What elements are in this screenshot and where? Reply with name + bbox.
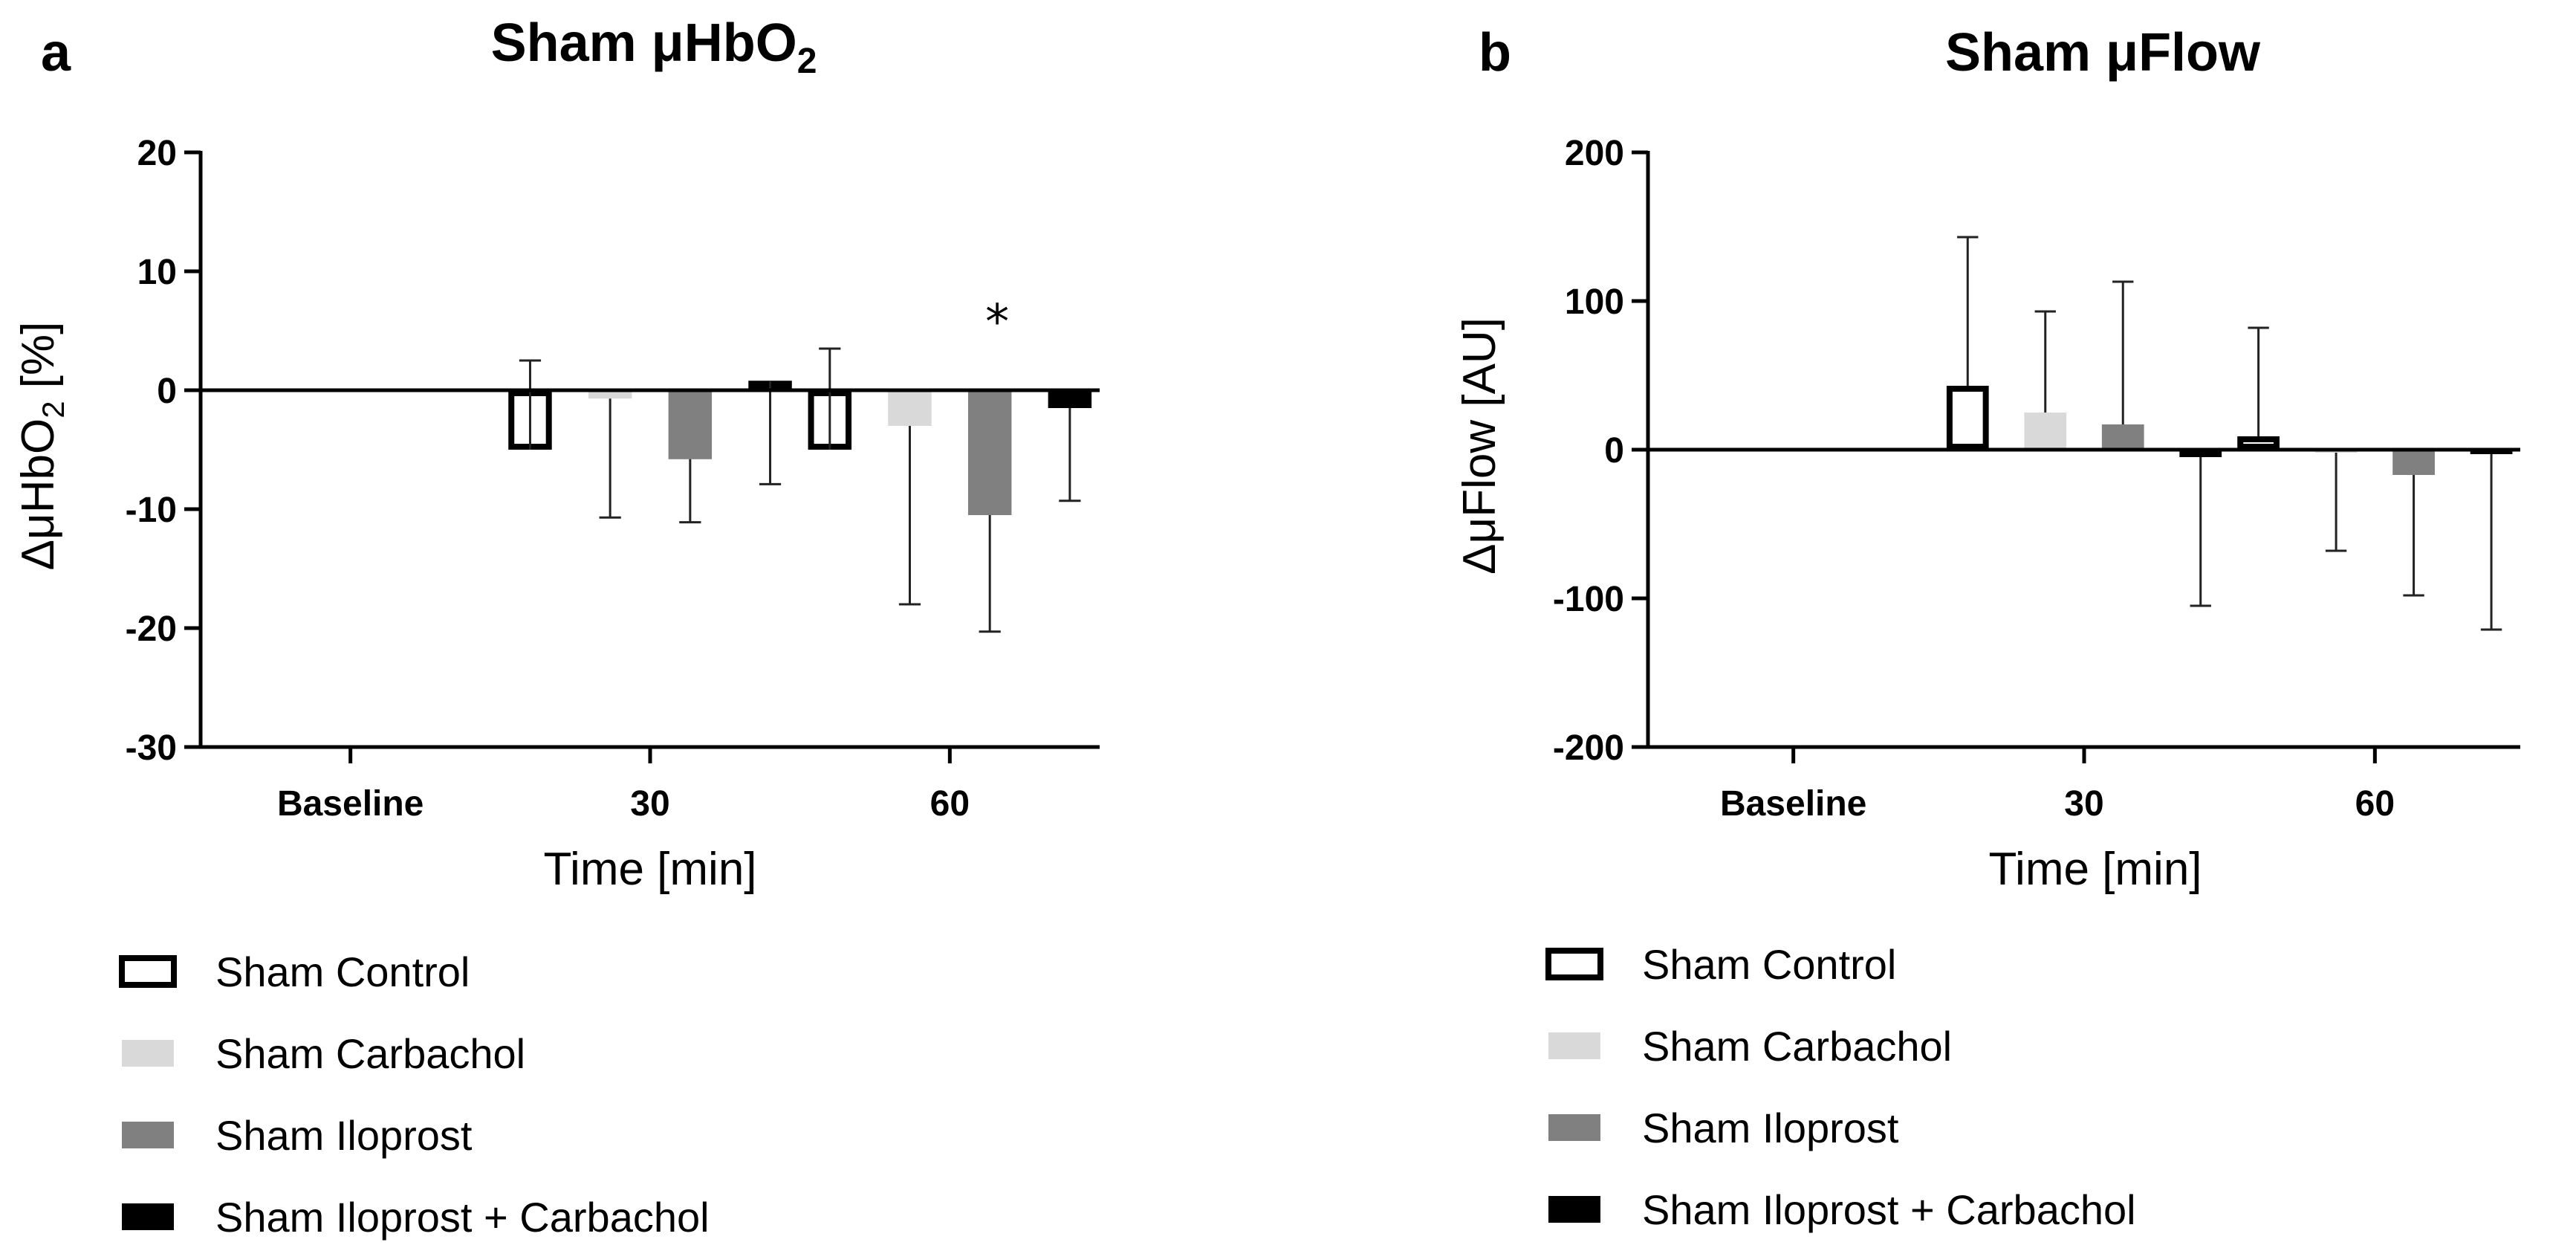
panel-a-plot: 20 10 0 -10 -20 -30 Baseline 30 60 * (126, 134, 1100, 824)
panel-a-bar-sham-iloprost-carbachol-60 (1048, 390, 1092, 408)
panel-b-legend-label-sham-carbachol: Sham Carbachol (1642, 1023, 1952, 1070)
panel-b-y-tick-label: 100 (1565, 282, 1624, 322)
panel-a-significance-asterisk: * (985, 295, 1009, 350)
panel-a-y-tick-label: -20 (126, 610, 177, 649)
panel-a-title-sub: 2 (797, 42, 817, 81)
panel-b-legend-label-sham-control: Sham Control (1642, 941, 1896, 988)
panel-b-bar-sham-iloprost-60 (2392, 450, 2435, 475)
panel-a-bar-sham-iloprost-30 (668, 390, 713, 459)
panel-b-legend: Sham Control Sham Carbachol Sham Iloprost S… (1545, 941, 2136, 1233)
panel-b-xlabel: Time [min] (1988, 844, 2202, 895)
panel-b-x-tick-label: Baseline (1720, 784, 1866, 824)
panel-b-bar-sham-iloprost-carbachol-30 (2179, 450, 2222, 457)
panel-b-legend-label-sham-iloprost: Sham Iloprost (1642, 1105, 1899, 1151)
panel-b-legend-swatch-sham-iloprost (1548, 1114, 1600, 1141)
panel-a-title-main: Sham μHbO (491, 13, 797, 73)
panel-a-legend-swatch-sham-iloprost (122, 1122, 174, 1148)
panel-b-x-tick-label: 60 (2355, 784, 2395, 824)
panel-b-y-tick-label: 0 (1604, 431, 1624, 471)
panel-a-y-tick-label: -30 (126, 728, 177, 768)
panel-b-bar-sham-carbachol-30 (2024, 413, 2067, 450)
panel-b-bar-sham-control-30 (1946, 386, 1989, 450)
panel-a-ylabel-main: ΔμHbO (13, 418, 64, 571)
panel-b-y-tick-label: 200 (1565, 134, 1624, 173)
panel-b-plot: 200 100 0 -100 -200 Baseline 30 60 (1553, 134, 2520, 824)
panel-a-x-tick-label: Baseline (277, 784, 424, 824)
panel-a-title: Sham μHbO2 (491, 13, 817, 81)
panel-b-letter: b (1479, 23, 1511, 83)
panel-a-legend-swatch-sham-control (119, 955, 177, 988)
panel-a-legend-label-sham-carbachol: Sham Carbachol (215, 1030, 525, 1077)
panel-a-ylabel-sub: 2 (36, 401, 71, 418)
panel-b-legend-label-sham-iloprost-carbachol: Sham Iloprost + Carbachol (1642, 1186, 2136, 1233)
panel-a-bar-sham-carbachol-30 (588, 390, 632, 399)
panel-b-legend-swatch-sham-iloprost-carbachol (1548, 1196, 1600, 1223)
panel-a-legend: Sham Control Sham Carbachol Sham Iloprost S… (119, 948, 710, 1241)
panel-b-title: Sham μFlow (1945, 23, 2261, 83)
panel-b-bar-sham-iloprost-30 (2101, 424, 2144, 450)
panel-a-y-tick-label: -10 (126, 491, 177, 530)
panel-a-letter: a (41, 23, 71, 83)
panel-a-legend-swatch-sham-iloprost-carbachol (122, 1203, 174, 1230)
panel-a-x-tick-label: 60 (930, 784, 970, 824)
panel-a-legend-label-sham-control: Sham Control (215, 948, 470, 995)
panel-b-y-tick-label: -200 (1553, 728, 1624, 768)
panel-a-ylabel: ΔμHbO2 [%] (13, 322, 71, 571)
panel-b-bar-sham-iloprost-carbachol-60 (2470, 450, 2513, 454)
panel-b-ylabel: ΔμFlow [AU] (1454, 317, 1505, 575)
panel-a-y-tick-label: 20 (137, 134, 177, 173)
panel-b-x-tick-label: 30 (2064, 784, 2103, 824)
panel-a-legend-label-sham-iloprost-carbachol: Sham Iloprost + Carbachol (215, 1194, 710, 1241)
panel-a-bar-sham-iloprost-60 (967, 390, 1012, 515)
panel-a-xlabel: Time [min] (543, 844, 756, 895)
panel-a-y-tick-label: 10 (137, 253, 177, 292)
panel-a-x-tick-label: 30 (630, 784, 669, 824)
panel-b-y-tick-label: -100 (1553, 580, 1624, 619)
panel-a-y-tick-label: 0 (157, 372, 177, 411)
panel-a-bar-sham-carbachol-60 (888, 390, 932, 426)
panel-a-ylabel-unit: [%] (13, 322, 64, 401)
panel-a-legend-swatch-sham-carbachol (122, 1040, 174, 1067)
panel-a-legend-label-sham-iloprost: Sham Iloprost (215, 1112, 473, 1159)
panel-b-legend-swatch-sham-control (1545, 948, 1603, 980)
panel-b-legend-swatch-sham-carbachol (1548, 1032, 1600, 1059)
panel-b-bar-sham-control-60 (2237, 436, 2280, 450)
